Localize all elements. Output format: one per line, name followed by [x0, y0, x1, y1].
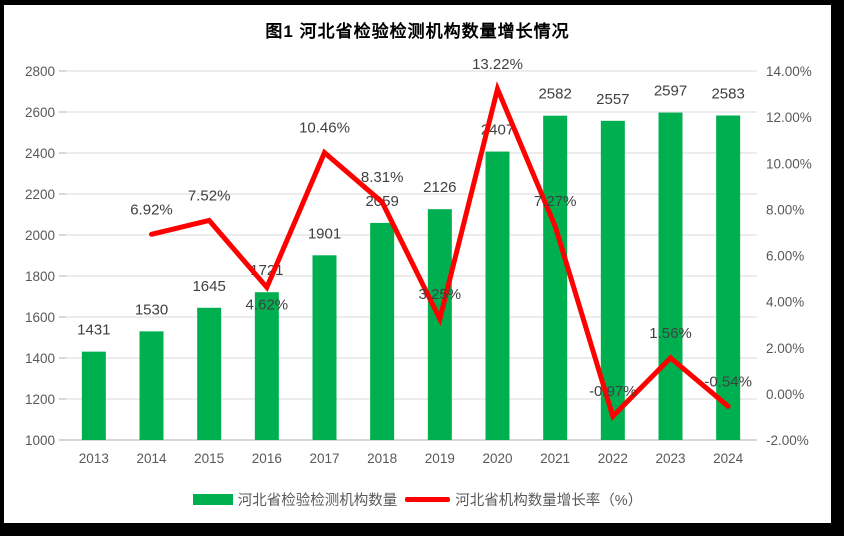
x-axis-label: 2014	[136, 451, 167, 466]
left-axis-label: 2400	[25, 146, 55, 161]
right-axis-label: 0.00%	[766, 387, 804, 402]
line-value-label: 6.92%	[130, 201, 173, 218]
right-axis-label: 10.00%	[766, 156, 812, 171]
x-axis-label: 2018	[367, 451, 397, 466]
x-axis-label: 2023	[655, 451, 685, 466]
bar-value-label: 2582	[538, 86, 571, 103]
legend-item: 河北省机构数量增长率（%）	[405, 489, 642, 510]
bar	[254, 292, 279, 440]
bar	[658, 112, 683, 441]
left-axis-label: 2800	[25, 64, 55, 79]
legend-bar-swatch-icon	[192, 493, 233, 505]
line-value-label: 10.46%	[299, 120, 350, 137]
line-value-label: 7.52%	[188, 187, 231, 204]
line-value-label: 1.56%	[649, 325, 692, 342]
bar	[370, 222, 395, 440]
left-axis-label: 1800	[25, 269, 55, 284]
right-axis-label: 8.00%	[766, 202, 804, 217]
bar	[543, 115, 568, 440]
bar-value-label: 2126	[423, 179, 456, 196]
line-value-label: 3.25%	[419, 286, 462, 303]
bar	[485, 151, 510, 440]
bar-value-label: 1431	[77, 322, 110, 339]
left-axis-label: 1000	[25, 433, 55, 448]
bar	[197, 307, 222, 440]
bar-value-label: 2597	[654, 83, 687, 100]
right-axis-label: 12.00%	[766, 110, 812, 125]
bar	[81, 351, 106, 440]
left-axis-label: 1400	[25, 351, 55, 366]
bar-value-label: 2557	[596, 91, 629, 108]
right-axis-label: 4.00%	[766, 295, 804, 310]
left-axis-label: 1600	[25, 310, 55, 325]
left-axis-label: 2000	[25, 228, 55, 243]
x-axis-label: 2013	[79, 451, 109, 466]
chart-title: 图1 河北省检验检测机构数量增长情况	[265, 22, 570, 41]
bar-value-label: 1901	[308, 225, 341, 242]
line-value-label: 4.62%	[246, 296, 289, 313]
line-value-label: 7.27%	[534, 193, 577, 210]
x-axis-label: 2016	[252, 451, 282, 466]
legend-label: 河北省机构数量增长率（%）	[455, 492, 643, 509]
chart-plot-area: 1000 1200 1400 1600 1800 2000 2200 2400 2600 2800…	[25, 56, 812, 466]
right-axis-label: 2.00%	[766, 341, 804, 356]
bar-value-label: 2583	[711, 85, 744, 102]
right-axis-label: -2.00%	[766, 433, 809, 448]
legend-line-swatch-icon	[405, 496, 451, 502]
left-axis-label: 2200	[25, 187, 55, 202]
x-axis-label: 2024	[713, 451, 744, 466]
growth-line	[149, 81, 731, 421]
bar	[139, 331, 164, 440]
line-value-label: -0.54%	[704, 373, 752, 390]
bar	[716, 115, 741, 441]
line-value-label: 8.31%	[361, 169, 404, 186]
legend: 河北省检验检测机构数量 河北省机构数量增长率（%）	[4, 488, 831, 510]
bar-value-label: 1530	[135, 301, 168, 318]
left-axis-label: 2600	[25, 105, 55, 120]
x-axis-label: 2019	[425, 451, 455, 466]
bar	[427, 209, 452, 440]
x-axis-label: 2020	[482, 451, 512, 466]
x-axis-label: 2021	[540, 451, 570, 466]
x-axis-label: 2015	[194, 451, 224, 466]
bar	[312, 255, 337, 440]
line-value-label: 13.22%	[472, 56, 523, 73]
bar-value-label: 1645	[192, 278, 225, 295]
line-value-label: -0.97%	[589, 383, 637, 400]
legend-label: 河北省检验检测机构数量	[237, 492, 398, 509]
right-axis-label: 14.00%	[766, 64, 812, 79]
x-axis-label: 2022	[598, 451, 628, 466]
left-axis-label: 1200	[25, 392, 55, 407]
right-axis-label: 6.00%	[766, 249, 804, 264]
x-axis-label: 2017	[309, 451, 339, 466]
legend-item: 河北省检验检测机构数量	[192, 489, 398, 510]
